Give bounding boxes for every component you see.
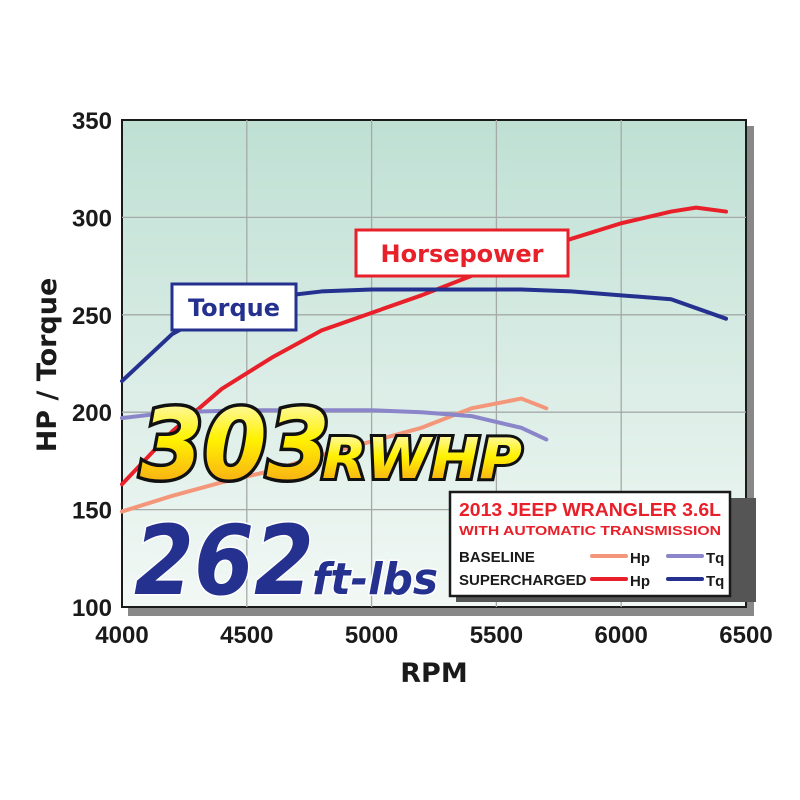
x-tick-label: 6500: [719, 622, 772, 649]
x-tick-label: 5500: [470, 622, 523, 649]
legend-row-label: BASELINE: [459, 549, 535, 566]
y-tick-label: 200: [72, 400, 112, 427]
x-tick-label: 4000: [95, 622, 148, 649]
legend-hp-label: Hp: [630, 573, 650, 590]
svg-text:RWHP: RWHP: [322, 427, 522, 492]
svg-text:303: 303: [140, 389, 330, 501]
legend-tq-label: Tq: [706, 573, 724, 590]
x-tick-label: 5000: [345, 622, 398, 649]
y-tick-label: 100: [72, 595, 112, 622]
y-tick-label: 350: [72, 108, 112, 135]
legend-subtitle: WITH AUTOMATIC TRANSMISSION: [459, 523, 721, 538]
svg-text:262: 262: [134, 505, 314, 617]
peak-hp-callout: 303 RWHP: [137, 386, 526, 505]
series-baseline-hp: [120, 396, 549, 514]
series-baseline-tq: [120, 408, 549, 442]
svg-text:ft-lbs: ft-lbs: [312, 554, 438, 605]
legend-row-label: SUPERCHARGED: [459, 572, 587, 589]
horsepower-label-box: [354, 228, 570, 278]
legend-tq-label: Tq: [706, 550, 724, 567]
x-tick-label: 6000: [595, 622, 648, 649]
x-axis-label: RPM: [400, 658, 467, 689]
series-supercharged-hp: [120, 205, 729, 487]
torque-label: Torque: [188, 294, 280, 322]
legend-row: SUPERCHARGED Hp Tq: [459, 572, 724, 590]
legend-row: BASELINE Hp Tq: [459, 549, 724, 567]
legend-title: 2013 JEEP WRANGLER 3.6L: [459, 500, 721, 520]
x-tick-label: 4500: [220, 622, 273, 649]
y-tick-label: 300: [72, 205, 112, 232]
y-axis-label: HP / Torque: [32, 278, 63, 453]
peak-tq-callout: 262 ft-lbs: [133, 504, 440, 619]
horsepower-label: Horsepower: [381, 240, 544, 268]
legend-hp-label: Hp: [630, 550, 650, 567]
y-tick-label: 250: [72, 303, 112, 330]
legend: 2013 JEEP WRANGLER 3.6L WITH AUTOMATIC T…: [448, 490, 756, 602]
y-tick-label: 150: [72, 498, 112, 525]
torque-label-box: [170, 282, 298, 332]
